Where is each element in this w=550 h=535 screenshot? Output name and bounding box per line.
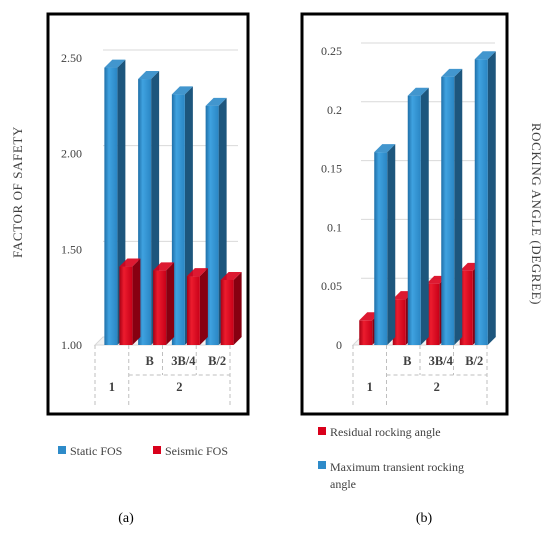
panel-a-xtick-label: 3B/4 [171, 354, 196, 368]
panel-a-ytick-label: 2.50 [61, 51, 82, 65]
panel-b-bar-side-maximum-transient-rocking-angle [487, 51, 496, 346]
panel-a: FACTOR OF SAFETY 1.00 1.50 2.00 2.50 B 3B/4 B/… [10, 12, 250, 416]
panel-b-bar-maximum-transient-rocking-angle [441, 76, 455, 345]
panel-a-bar-top-seismic-fos [153, 262, 175, 271]
panel-a-ytick-label: 1.00 [61, 338, 82, 352]
legend-label-max-transient-line2: angle [330, 477, 356, 491]
panel-b-bar-top-maximum-transient-rocking-angle [374, 144, 396, 153]
panel-a-bar-side-seismic-fos [233, 271, 242, 345]
panel-b-bar-side-maximum-transient-rocking-angle [454, 68, 463, 345]
panel-a-ytick-label: 1.50 [61, 242, 82, 256]
panel-a-bar-seismic-fos [186, 276, 200, 345]
panel-b-bar-side-maximum-transient-rocking-angle [387, 144, 396, 345]
panel-a-bar-side-seismic-fos [132, 258, 141, 345]
panel-b-xgroup-label: 2 [434, 380, 440, 394]
panel-b-bar-top-maximum-transient-rocking-angle [407, 87, 429, 96]
panel-b-ytick-label: 0.05 [321, 279, 342, 293]
panel-a-bar-side-seismic-fos [199, 268, 208, 345]
panel-a-bar-top-static-fos [205, 97, 227, 106]
legend-swatch-static-fos [58, 446, 66, 454]
panel-b-ytick-label: 0.15 [321, 162, 342, 176]
panel-b-frame [300, 12, 509, 416]
panel-a-bar-side-seismic-fos [166, 262, 175, 345]
panel-a-bar-top-seismic-fos [186, 268, 208, 277]
panel-a-bar-top-static-fos [138, 71, 160, 80]
panel-a-plot: 1.00 1.50 2.00 2.50 B 3B/4 B/2 1 2 [61, 49, 242, 405]
panel-b-ytick-label: 0.25 [321, 44, 342, 58]
panel-a-bar-seismic-fos [153, 270, 167, 345]
legend-label-max-transient-line1: Maximum transient rocking [330, 460, 464, 474]
legend-swatch-max-transient [318, 461, 326, 469]
legend-label-seismic-fos: Seismic FOS [165, 444, 228, 458]
panel-b-ytick-label: 0.2 [327, 103, 342, 117]
panel-b-ytick-label: 0 [336, 338, 342, 352]
panel-b-ytick-label: 0.1 [327, 220, 342, 234]
panel-a-bar-seismic-fos [220, 279, 234, 345]
panel-b-legend: Residual rocking angle Maximum transient… [318, 425, 467, 491]
panel-a-ytick-label: 2.00 [61, 147, 82, 161]
panel-a-bar-seismic-fos [119, 266, 133, 345]
panel-a-xtick-label: B [145, 354, 153, 368]
panel-a-xgroup-label: 2 [176, 380, 182, 394]
panel-b-bar-maximum-transient-rocking-angle [407, 95, 421, 345]
panel-b-plot: 0 0.05 0.1 0.15 0.2 0.25 B 3B/4 B/2 1 2 [321, 42, 497, 405]
legend-swatch-seismic-fos [153, 446, 161, 454]
panel-a-legend: Static FOS Seismic FOS [58, 444, 228, 458]
caption-a: (a) [118, 511, 134, 526]
panel-b-xtick-label: B/2 [465, 354, 483, 368]
panel-a-bar-static-fos [171, 94, 185, 345]
panel-b-bar-residual-rocking-angle [459, 270, 473, 345]
panel-a-frame [46, 12, 250, 416]
panel-a-bar-top-static-fos [104, 59, 126, 68]
panel-b-bar-side-maximum-transient-rocking-angle [420, 87, 429, 346]
panel-a-bar-static-fos [104, 67, 118, 346]
panel-a-ylabel: FACTOR OF SAFETY [10, 126, 25, 258]
panel-b-bar-residual-rocking-angle [359, 320, 373, 345]
legend-label-max-transient: Maximum transient rocking angle [330, 460, 467, 491]
panel-b-xtick-label: 3B/4 [429, 354, 454, 368]
panel-b-bar-top-maximum-transient-rocking-angle [441, 68, 463, 77]
panel-a-bar-static-fos [138, 79, 152, 346]
legend-swatch-residual [318, 427, 326, 435]
panel-a-bar-top-static-fos [171, 86, 193, 95]
panel-a-bar-static-fos [205, 105, 219, 345]
panel-b-ylabel: ROCKING ANGLE (DEGREE) [529, 123, 544, 305]
panel-b-bar-top-maximum-transient-rocking-angle [474, 51, 496, 60]
panel-a-bar-top-seismic-fos [119, 258, 141, 267]
panel-b-bar-residual-rocking-angle [426, 283, 440, 345]
panel-b-bar-residual-rocking-angle [392, 299, 406, 345]
panel-a-xgroup-label: 1 [109, 380, 115, 394]
legend-label-static-fos: Static FOS [70, 444, 122, 458]
caption-b: (b) [416, 511, 433, 526]
legend-label-residual: Residual rocking angle [330, 425, 441, 439]
panel-b-xgroup-label: 1 [367, 380, 373, 394]
panel-b-bar-maximum-transient-rocking-angle [374, 152, 388, 345]
panel-a-xtick-label: B/2 [208, 354, 226, 368]
panel-a-bar-top-seismic-fos [220, 271, 242, 280]
panel-b: ROCKING ANGLE (DEGREE) 0 0.05 0.1 0.15 0.2 0.… [300, 12, 544, 416]
panel-b-xtick-label: B [403, 354, 411, 368]
panel-b-bar-maximum-transient-rocking-angle [474, 59, 488, 346]
